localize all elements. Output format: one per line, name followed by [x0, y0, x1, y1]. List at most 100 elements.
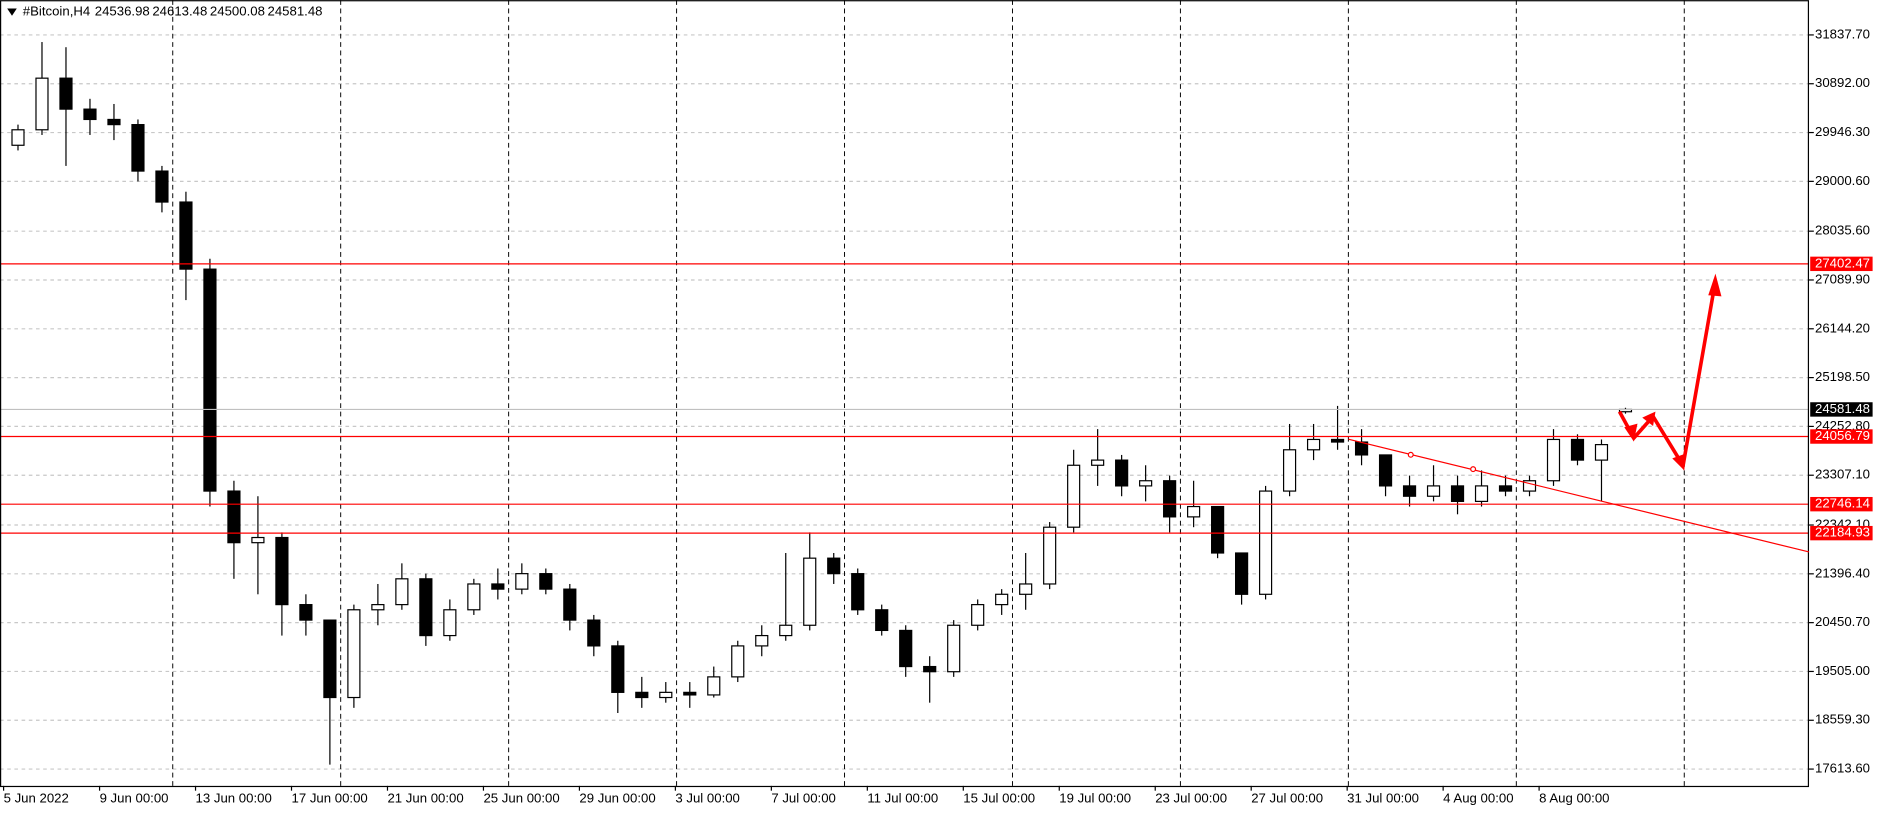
y-tick-label: 19505.00 [1815, 663, 1870, 678]
candle-body [995, 593, 1009, 606]
y-tick-label: 21396.40 [1815, 565, 1870, 580]
plot-frame [0, 0, 1810, 788]
y-tick-label: 26144.20 [1815, 320, 1870, 335]
y-tick-label: 28035.60 [1815, 223, 1870, 238]
level-label: 22746.14 [1815, 496, 1870, 511]
candle-body [35, 77, 49, 131]
candle-body [1522, 480, 1537, 492]
candle-body [1570, 438, 1585, 461]
candle-body [1546, 438, 1561, 482]
candle-body [515, 573, 529, 590]
x-tick-label: 23 Jul 00:00 [1155, 791, 1227, 806]
candle-body [707, 676, 721, 696]
candle-body [1378, 454, 1393, 487]
candle-body [827, 557, 841, 575]
x-tick-label: 25 Jun 00:00 [483, 791, 559, 806]
x-tick-label: 11 Jul 00:00 [867, 791, 938, 806]
y-tick-label: 23307.10 [1815, 467, 1870, 482]
y-tick-label: 29000.60 [1815, 173, 1870, 188]
trend-anchor [1470, 466, 1477, 473]
candle-body [1426, 485, 1441, 497]
candle-body [347, 609, 361, 699]
trend-line [1348, 438, 1810, 553]
candle-body [1402, 485, 1417, 497]
level-label-bg [1810, 525, 1873, 541]
header-close: 24581.48 [268, 4, 323, 19]
candle-body [1115, 459, 1129, 487]
candle-body [755, 634, 769, 647]
candle-body [131, 124, 145, 172]
x-tick-label: 13 Jun 00:00 [196, 791, 272, 806]
candle-body [1043, 526, 1057, 585]
candle-body [83, 108, 97, 121]
x-tick-label: 4 Aug 00:00 [1443, 791, 1513, 806]
candle-body [1450, 485, 1465, 502]
level-label: 27402.47 [1815, 255, 1870, 270]
symbol: #Bitcoin,H4 [23, 4, 90, 19]
y-tick-label: 30892.00 [1815, 75, 1870, 90]
x-tick-label: 17 Jun 00:00 [292, 791, 368, 806]
candle-body [1163, 480, 1177, 518]
candle-body [611, 645, 625, 693]
x-tick-label: 15 Jul 00:00 [963, 791, 1035, 806]
candle-body [323, 619, 337, 699]
candle-body [731, 645, 745, 678]
candle-body [59, 77, 73, 110]
trend-anchor [1407, 451, 1414, 458]
candle-body [1235, 552, 1249, 595]
x-tick-label: 27 Jul 00:00 [1251, 791, 1323, 806]
y-tick-label: 18559.30 [1815, 712, 1870, 727]
x-tick-label: 31 Jul 00:00 [1347, 791, 1419, 806]
candle-body [299, 604, 313, 621]
candle-body [1258, 490, 1273, 595]
y-tick-label: 27089.90 [1815, 271, 1870, 286]
candle-body [1091, 459, 1105, 466]
candle-body [203, 268, 217, 492]
level-label-bg [1810, 496, 1873, 512]
price-label: 24581.48 [1815, 401, 1870, 416]
candle-body [1139, 480, 1153, 487]
candle-body [971, 604, 985, 626]
arrow-head [1624, 423, 1638, 442]
candle-body [899, 629, 913, 668]
candle-body [419, 578, 433, 637]
x-tick-label: 9 Jun 00:00 [100, 791, 169, 806]
arrow-head [1708, 273, 1722, 297]
x-tick-label: 29 Jun 00:00 [579, 791, 655, 806]
y-tick-label: 20450.70 [1815, 614, 1870, 629]
candle-body [1211, 505, 1225, 554]
candle-body [635, 691, 649, 699]
candle-body [875, 609, 889, 632]
x-tick-label: 5 Jun 2022 [4, 791, 69, 806]
candle-body [1067, 464, 1081, 528]
candle-body [947, 624, 961, 673]
candle-body [443, 609, 457, 637]
candle-body [659, 691, 673, 699]
x-tick-label: 8 Aug 00:00 [1539, 791, 1609, 806]
candle-body [1306, 438, 1321, 451]
candle-body [803, 557, 817, 626]
candle-body [1282, 449, 1297, 492]
level-label: 24056.79 [1815, 428, 1870, 443]
level-label-bg [1810, 429, 1873, 444]
x-tick-label: 21 Jun 00:00 [387, 791, 463, 806]
overlay: 27402.47 24056.79 22746.14 22184.93 24581.48 [0, 255, 1873, 541]
candle-body [923, 665, 937, 673]
arrow-head [1642, 411, 1656, 426]
y-tick-label: 29946.30 [1815, 124, 1870, 139]
x-tick-label: 7 Jul 00:00 [771, 791, 836, 806]
candle-body [683, 691, 697, 696]
candle-body [371, 604, 385, 611]
candle-body [1474, 485, 1489, 502]
menu-triangle[interactable] [7, 8, 17, 16]
candle-body [227, 490, 241, 544]
header-low: 24500.08 [210, 4, 265, 19]
price-label-bg [1810, 402, 1873, 417]
candle-body [587, 619, 601, 647]
level-label: 22184.93 [1815, 525, 1870, 540]
candle-body [539, 573, 553, 590]
